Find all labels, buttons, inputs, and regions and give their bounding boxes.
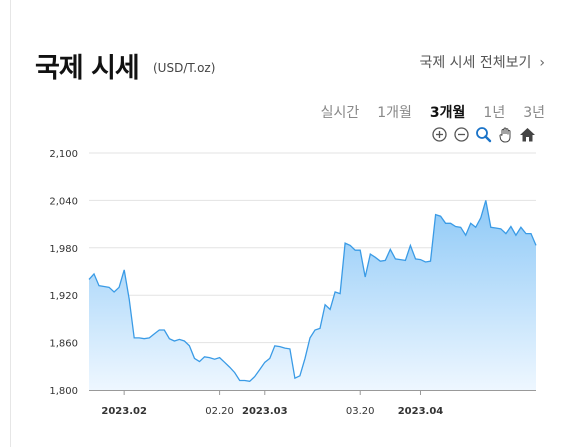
zoom-in-icon[interactable] bbox=[431, 126, 448, 143]
page-title: 국제 시세 bbox=[35, 53, 140, 84]
y-tick-label: 1,860 bbox=[49, 339, 78, 350]
tab-3-months[interactable]: 3개월 bbox=[429, 105, 466, 121]
view-all-label: 국제 시세 전체보기 bbox=[419, 55, 532, 71]
x-tick-label: 03.20 bbox=[346, 406, 375, 417]
x-tick-label: 02.20 bbox=[205, 406, 234, 417]
tab-3-years[interactable]: 3년 bbox=[523, 105, 545, 121]
tab-realtime[interactable]: 실시간 bbox=[320, 105, 360, 121]
chart-toolbar bbox=[431, 126, 536, 143]
card-left-border bbox=[10, 0, 11, 447]
x-tick-label: 2023.04 bbox=[398, 406, 444, 417]
y-tick-label: 2,040 bbox=[49, 196, 78, 207]
y-tick-label: 1,980 bbox=[49, 244, 78, 255]
period-tabs: 실시간 1개월 3개월 1년 3년 bbox=[321, 102, 545, 122]
zoom-out-icon[interactable] bbox=[453, 126, 470, 143]
price-area bbox=[89, 200, 536, 390]
tab-1-month[interactable]: 1개월 bbox=[377, 105, 412, 121]
tab-1-year[interactable]: 1년 bbox=[483, 105, 506, 121]
gold-price-chart: 1,800 1,860 1,920 1,980 2,040 2,100 2023.02 02… bbox=[49, 149, 537, 417]
chevron-right-icon: › bbox=[539, 55, 545, 71]
x-tick-label: 2023.03 bbox=[242, 406, 288, 417]
y-tick-label: 1,800 bbox=[49, 386, 78, 397]
y-tick-label: 1,920 bbox=[49, 291, 78, 302]
pan-hand-icon[interactable] bbox=[497, 126, 514, 143]
y-tick-label: 2,100 bbox=[49, 149, 78, 160]
unit-label: (USD/T.oz) bbox=[153, 61, 216, 75]
x-tick-label: 2023.02 bbox=[101, 406, 147, 417]
view-all-link[interactable]: 국제 시세 전체보기 › bbox=[419, 52, 545, 72]
magnifier-icon[interactable] bbox=[475, 126, 492, 143]
price-line bbox=[88, 200, 537, 382]
home-icon[interactable] bbox=[519, 126, 536, 143]
